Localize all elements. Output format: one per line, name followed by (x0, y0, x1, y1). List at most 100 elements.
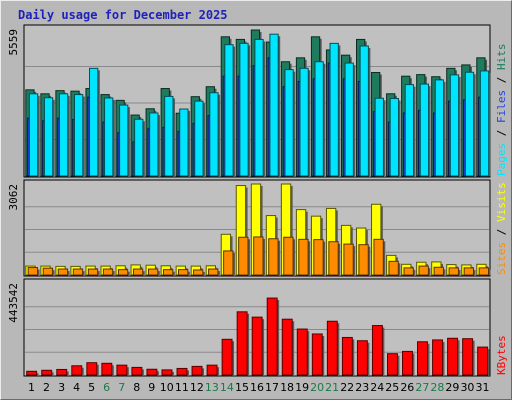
bar-kbytes-day-21 (326, 320, 338, 376)
bar-sites-day-1 (27, 267, 39, 276)
legend-entry-hits: Hits (495, 44, 508, 71)
bar-pages-day-14 (224, 44, 234, 177)
max-label-requests: 5559 (7, 29, 20, 56)
day-label-5: 5 (88, 381, 95, 394)
day-label-1: 1 (28, 381, 35, 394)
bar-kbytes-day-19 (296, 328, 308, 376)
max-label-visits: 3062 (7, 184, 20, 211)
legend-separator: / (495, 70, 508, 90)
bar-sites-day-16 (253, 236, 264, 276)
bar-kbytes-day-31 (477, 346, 489, 376)
bar-sites-day-6 (102, 268, 114, 276)
day-label-23: 23 (355, 381, 369, 394)
bar-kbytes-day-6 (101, 362, 113, 376)
day-label-3: 3 (58, 381, 65, 394)
bar-pages-day-31 (479, 70, 490, 177)
bar-kbytes-day-23 (356, 340, 368, 376)
day-label-11: 11 (175, 381, 189, 394)
bar-pages-day-21 (329, 42, 339, 177)
bar-kbytes-day-5 (86, 362, 98, 376)
bar-kbytes-day-29 (447, 337, 459, 376)
bar-sites-day-21 (328, 241, 339, 276)
bar-sites-day-10 (162, 269, 174, 276)
bar-sites-day-25 (388, 260, 399, 276)
bar-pages-day-27 (419, 83, 430, 177)
bar-sites-day-17 (268, 238, 279, 276)
day-label-24: 24 (370, 381, 384, 394)
day-label-22: 22 (340, 381, 354, 394)
bar-sites-day-9 (147, 268, 159, 276)
bar-pages-day-2 (43, 97, 54, 177)
bar-kbytes-day-13 (206, 364, 218, 376)
bar-sites-day-28 (433, 266, 444, 276)
day-label-2: 2 (43, 381, 50, 394)
bar-pages-day-11 (179, 108, 189, 177)
bar-kbytes-day-24 (371, 325, 383, 376)
day-label-25: 25 (385, 381, 399, 394)
bar-sites-day-19 (298, 238, 309, 276)
day-label-6: 6 (103, 381, 110, 394)
legend-entry-files: Files (495, 90, 508, 123)
bar-sites-day-26 (403, 267, 414, 276)
day-label-9: 9 (148, 381, 155, 394)
bar-kbytes-day-12 (191, 365, 203, 376)
bar-kbytes-day-16 (251, 316, 263, 376)
bar-kbytes-day-18 (281, 318, 293, 376)
day-label-20: 20 (310, 381, 324, 394)
bar-kbytes-day-20 (311, 333, 323, 376)
bar-sites-day-11 (178, 269, 189, 276)
bar-sites-day-31 (478, 267, 489, 276)
day-label-28: 28 (430, 381, 444, 394)
legend-separator: / (495, 123, 508, 143)
bar-pages-day-24 (374, 97, 384, 177)
bar-sites-day-15 (238, 236, 249, 276)
bar-pages-day-29 (449, 74, 460, 177)
day-label-26: 26 (400, 381, 414, 394)
bar-sites-day-29 (448, 267, 459, 276)
bar-kbytes-day-8 (131, 366, 143, 376)
bar-sites-day-7 (117, 269, 129, 276)
legend-separator: / (495, 222, 508, 242)
bar-pages-day-22 (344, 62, 354, 177)
bar-kbytes-day-3 (56, 368, 68, 376)
bar-pages-day-16 (254, 38, 264, 177)
day-label-15: 15 (235, 381, 249, 394)
day-label-7: 7 (118, 381, 125, 394)
bar-kbytes-day-14 (221, 338, 233, 376)
bar-sites-day-8 (132, 268, 144, 276)
bar-pages-day-17 (269, 33, 279, 177)
legend-visits: Sites / Visits (495, 182, 508, 275)
bar-kbytes-day-1 (26, 370, 38, 376)
bar-pages-day-9 (149, 112, 159, 177)
day-label-13: 13 (205, 381, 219, 394)
bar-kbytes-day-9 (146, 368, 158, 376)
bar-sites-day-14 (223, 250, 234, 276)
bar-sites-day-13 (208, 268, 219, 276)
bar-pages-day-26 (404, 84, 414, 177)
bar-kbytes-day-28 (432, 339, 443, 376)
day-label-27: 27 (415, 381, 429, 394)
day-label-17: 17 (265, 381, 279, 394)
day-label-29: 29 (445, 381, 459, 394)
max-label-kbytes: 443542 (7, 283, 20, 323)
day-label-18: 18 (280, 381, 294, 394)
bar-pages-day-20 (314, 61, 324, 177)
bar-sites-day-27 (418, 265, 429, 276)
bar-sites-day-5 (87, 268, 99, 276)
bar-sites-day-22 (343, 243, 354, 276)
legend-entry-sites: Sites (495, 242, 508, 275)
bar-kbytes-day-10 (161, 369, 173, 376)
bar-pages-day-1 (28, 93, 39, 177)
bar-pages-day-28 (434, 79, 445, 177)
bar-pages-day-15 (239, 42, 249, 177)
day-label-30: 30 (460, 381, 474, 394)
day-label-14: 14 (220, 381, 234, 394)
bar-kbytes-day-11 (176, 367, 188, 376)
legend-entry-visits: Visits (495, 182, 508, 222)
day-label-12: 12 (190, 381, 204, 394)
bar-pages-day-8 (134, 118, 144, 177)
bar-pages-day-6 (104, 97, 114, 177)
day-label-16: 16 (250, 381, 264, 394)
bar-sites-day-20 (313, 239, 324, 276)
